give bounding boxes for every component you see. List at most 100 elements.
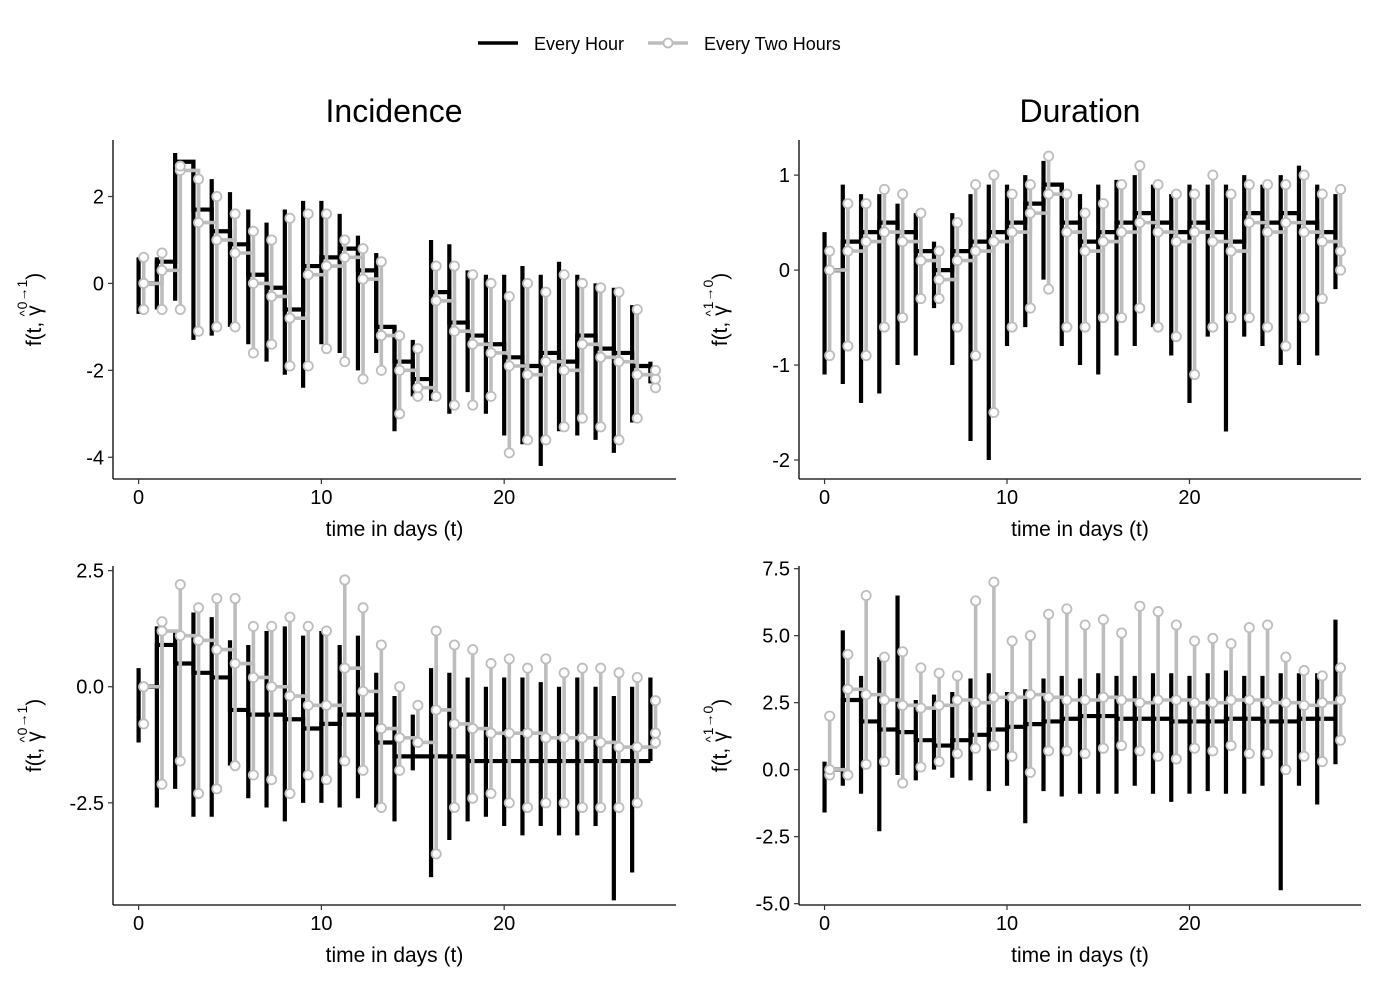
data-point [951,670,963,682]
data-point [1189,742,1201,754]
data-point [284,360,296,372]
panel-bottom-right: 0 10 20 7.5 5.0 2.5 0.0 -2.5 -5.0 time in days (t… [700,559,1361,967]
data-point [321,343,333,355]
data-point [1097,198,1109,210]
x-tick-label: 20 [493,913,515,935]
data-point [1116,312,1128,324]
data-point [1097,742,1109,754]
data-point [595,282,607,294]
data-point [1116,627,1128,639]
data-point [915,662,927,674]
data-point [375,639,387,651]
data-point [156,247,168,259]
data-point [1316,756,1328,768]
data-point [951,255,963,267]
data-point [1043,150,1055,162]
data-point [1316,293,1328,305]
data-point [1243,748,1255,760]
data-point [1097,614,1109,626]
x-tick-label: 20 [493,487,515,509]
data-point [1024,766,1036,778]
data-point [1043,745,1055,757]
data-point [1024,689,1036,701]
series-every-two-hours [138,160,662,459]
data-point [302,360,314,372]
data-point [1189,697,1201,709]
data-point [1280,651,1292,663]
data-point [503,653,515,665]
data-point [613,801,625,813]
data-point [842,340,854,352]
data-point [467,792,479,804]
data-point [595,736,607,748]
data-point [430,295,442,307]
data-point [842,245,854,257]
y-axis-title-close: ) [709,273,732,280]
data-point [503,290,515,302]
y-tick-label: 5.0 [762,626,790,648]
data-point [650,364,662,376]
data-point [631,671,643,683]
data-point [211,593,223,605]
data-point [394,330,406,342]
data-point [1024,302,1036,314]
y-tick-label: 0.0 [76,677,104,699]
data-point [394,732,406,744]
data-point [284,611,296,623]
data-point [1207,697,1219,709]
data-point [174,579,186,591]
data-point [595,421,607,433]
data-point [1079,748,1091,760]
data-point [375,364,387,376]
data-point [915,207,927,219]
y-axis-title-superscript: 1→0 [700,280,716,310]
y-tick-label: -4 [86,447,104,469]
data-point [156,303,168,315]
data-point [1006,188,1018,200]
data-point [540,356,552,368]
data-point [1170,188,1182,200]
y-axis-title-close: ) [709,699,732,706]
data-point [375,801,387,813]
data-point [824,350,836,362]
data-point [915,255,927,267]
data-point [339,356,351,368]
data-point [878,226,890,238]
data-point [1061,745,1073,757]
data-point [988,691,1000,703]
data-point [1079,619,1091,631]
data-point [321,699,333,711]
data-point [1335,183,1347,195]
data-point [485,788,497,800]
y-tick-label: 0 [779,260,790,282]
data-point [1152,694,1164,706]
data-point [211,321,223,333]
x-tick-label: 10 [996,487,1018,509]
data-point [842,683,854,695]
data-point [1170,236,1182,248]
data-point [1043,188,1055,200]
data-point [576,338,588,350]
y-tick-label: -5.0 [756,894,790,916]
y-tick-label: 0.0 [762,760,790,782]
data-point [860,689,872,701]
data-point [540,286,552,298]
data-point [485,727,497,739]
data-point [1189,188,1201,200]
data-point [193,325,205,337]
data-point [970,697,982,709]
data-point [1006,750,1018,762]
y-axis-title-hat: ^ [17,309,32,316]
y-tick-label: 7.5 [762,559,790,581]
data-point [1024,630,1036,642]
data-point [430,704,442,716]
data-point [1262,179,1274,191]
series-every-hour [822,160,1338,461]
y-axis-title: f(t, γ^0→1) [14,699,46,773]
data-point [613,286,625,298]
data-point [430,260,442,272]
data-point [1225,188,1237,200]
column-title-duration: Duration [1020,93,1141,129]
data-point [522,662,534,674]
